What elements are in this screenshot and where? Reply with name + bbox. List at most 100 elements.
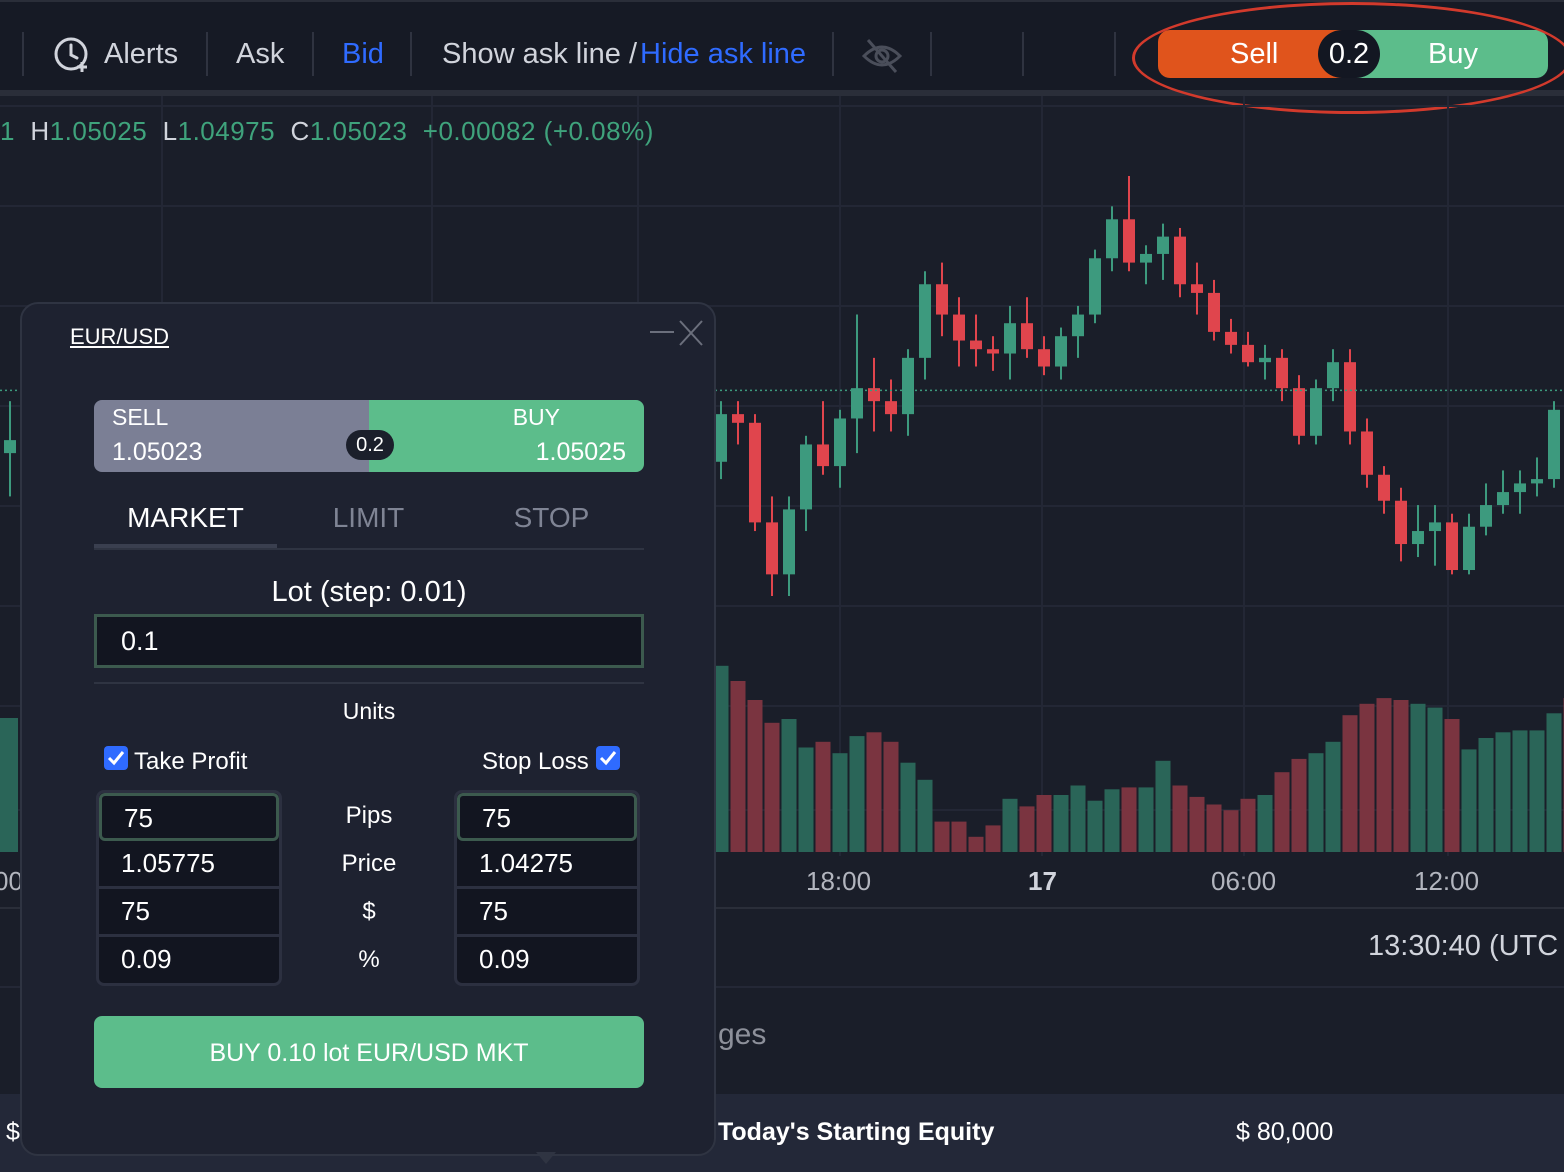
candle-body <box>817 444 829 467</box>
order-panel: EUR/USD SELL 1.05023 BUY 1.05025 0.2 MAR… <box>20 302 716 1156</box>
toolbar-separator <box>312 32 314 76</box>
candle-body <box>1548 409 1560 480</box>
candle-body <box>1463 526 1475 571</box>
candle-body <box>749 422 761 523</box>
quick-buy-button[interactable] <box>1353 30 1548 78</box>
buy-side-button[interactable] <box>369 400 644 472</box>
close-icon[interactable] <box>648 318 704 348</box>
units-label[interactable]: Units <box>342 698 396 724</box>
time-axis-label: 18:00 <box>806 866 872 896</box>
stop-loss-price-input[interactable]: 1.04275 <box>457 841 637 889</box>
candle-body <box>766 522 778 575</box>
candle-body <box>1446 522 1458 571</box>
show-ask-line-link[interactable]: Show ask line / <box>442 38 638 70</box>
candle-body <box>1531 479 1543 484</box>
volume-bar <box>1393 700 1409 852</box>
volume-bar <box>1512 730 1528 852</box>
volume-bar <box>1274 772 1290 852</box>
stop-loss-dollar-input[interactable]: 75 <box>457 889 637 937</box>
stop-loss-percent-input[interactable]: 0.09 <box>479 944 530 974</box>
candle-body <box>1021 323 1033 350</box>
volume-bar <box>1240 798 1256 852</box>
volume-bar <box>1376 698 1392 852</box>
candle-body <box>1514 483 1526 493</box>
hide-ask-line-link[interactable]: Hide ask line <box>640 38 807 70</box>
volume-bar <box>1036 795 1052 852</box>
candle-body <box>834 418 846 467</box>
ohlc-open: 1 <box>0 116 15 146</box>
volume-bar <box>1291 758 1307 852</box>
toolbar-separator <box>1022 32 1024 76</box>
volume-bar <box>1495 732 1511 852</box>
alerts-button[interactable]: Alerts <box>104 38 179 70</box>
candle-body <box>1004 323 1016 354</box>
symbol-link[interactable]: EUR/USD <box>70 324 170 349</box>
volume-bar <box>730 681 746 852</box>
volume-bar <box>832 753 848 852</box>
ohlc-legend: 1 H1.05025 L1.04975 C1.05023 +0.00082 (+… <box>0 116 654 147</box>
candle-body <box>1412 531 1424 545</box>
time-axis-label: 12:00 <box>1414 866 1480 896</box>
volume-bar <box>1257 795 1273 852</box>
candle-body <box>919 284 931 358</box>
stop-loss-pips-input[interactable]: 75 <box>457 793 637 841</box>
eye-off-icon[interactable] <box>860 36 904 76</box>
volume-bar <box>1138 787 1154 852</box>
sell-side-button[interactable] <box>94 400 369 472</box>
candle-body <box>1293 388 1305 436</box>
candle-body <box>4 440 16 454</box>
take-profit-dollar-input[interactable]: 75 <box>99 889 279 937</box>
ohlc-low-key: L <box>162 116 178 146</box>
take-profit-checkbox[interactable] <box>104 746 128 770</box>
price-row-label: Price <box>341 850 397 877</box>
lot-input[interactable] <box>94 614 644 668</box>
stop-loss-fields: 75 1.04275 75 0.09 <box>454 790 640 986</box>
candle-body <box>715 414 727 462</box>
volume-bar <box>1189 796 1205 852</box>
time-axis-label: 00 <box>0 866 23 896</box>
quick-trade-quantity[interactable]: 0.2 <box>1318 30 1380 78</box>
bid-button[interactable]: Bid <box>342 38 384 70</box>
alarm-clock-icon[interactable] <box>52 34 92 74</box>
stop-loss-checkbox[interactable] <box>596 746 620 770</box>
volume-bar <box>1070 785 1086 852</box>
sell-side-label: SELL <box>112 404 169 430</box>
ask-button[interactable]: Ask <box>236 38 285 70</box>
candle-body <box>851 388 863 419</box>
volume-bar <box>1444 719 1460 852</box>
dollar-row-label: $ <box>362 898 376 925</box>
bottom-panel-tab[interactable]: ges <box>718 1018 767 1051</box>
take-profit-price-input[interactable]: 1.05775 <box>99 841 279 889</box>
quick-sell-label: Sell <box>1230 38 1279 70</box>
ohlc-close: 1.05023 <box>309 116 408 146</box>
tab-market[interactable]: MARKET <box>127 502 244 533</box>
footer-currency: $ <box>6 1118 20 1146</box>
volume-bar <box>747 700 763 852</box>
toolbar-separator <box>206 32 208 76</box>
tab-stop[interactable]: STOP <box>513 502 590 533</box>
candle-body <box>1123 219 1135 263</box>
ohlc-change: +0.00082 (+0.08%) <box>422 116 654 146</box>
candle-body <box>1480 505 1492 527</box>
candle-body <box>732 414 744 423</box>
ohlc-high-key: H <box>30 116 50 146</box>
take-profit-pips-input[interactable]: 75 <box>99 793 279 841</box>
candle-body <box>1497 492 1509 506</box>
volume-bar <box>1206 804 1222 852</box>
panel-pointer <box>536 1152 556 1164</box>
take-profit-percent-input[interactable]: 0.09 <box>121 944 172 974</box>
pips-row-label: Pips <box>345 802 393 829</box>
candle-body <box>1140 253 1152 263</box>
candle-body <box>953 314 965 341</box>
volume-bar <box>900 762 916 852</box>
candle-body <box>1429 522 1441 532</box>
candle-body <box>1225 331 1237 345</box>
volume-bar <box>1053 795 1069 852</box>
volume-bar <box>1359 703 1375 852</box>
candle-body <box>1038 349 1050 367</box>
tab-limit[interactable]: LIMIT <box>332 502 405 533</box>
volume-bar <box>1002 798 1018 852</box>
submit-order-button[interactable]: BUY 0.10 lot EUR/USD MKT <box>94 1016 644 1088</box>
toolbar-separator <box>410 32 412 76</box>
volume-bar <box>1019 806 1035 852</box>
